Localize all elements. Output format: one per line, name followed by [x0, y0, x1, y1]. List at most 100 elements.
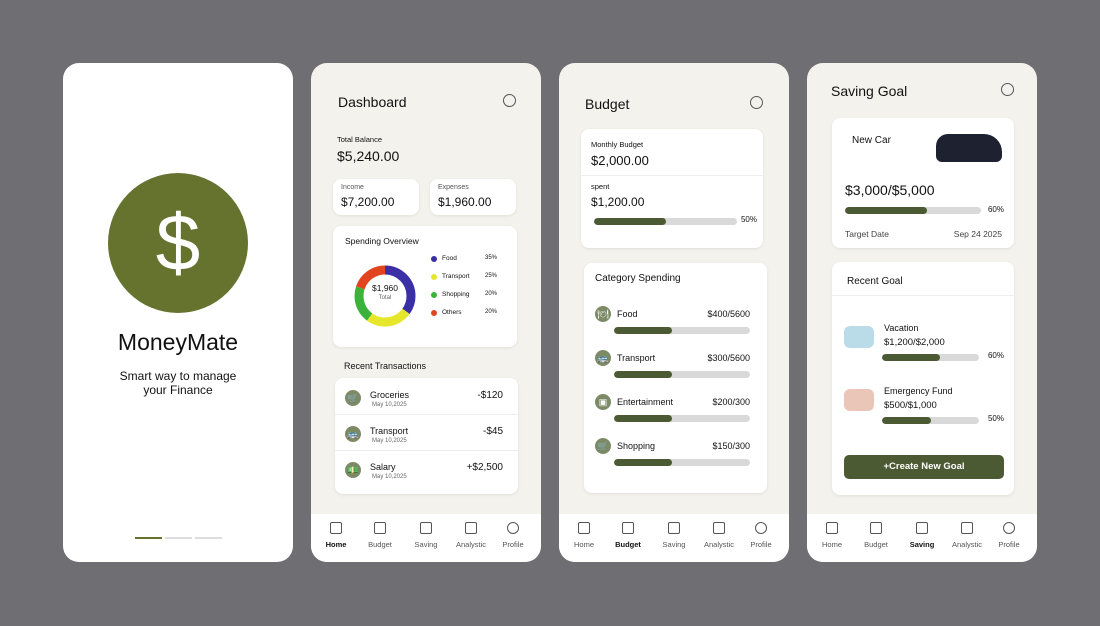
legend-value: 20% [485, 291, 498, 297]
amount: $7,200.00 [341, 195, 395, 209]
progress-track [882, 354, 979, 361]
progress-fill [614, 415, 673, 422]
nav-icon[interactable] [713, 522, 725, 534]
legend-label: Transport [442, 273, 470, 280]
legend-label: Food [442, 255, 457, 262]
nav-icon[interactable] [870, 522, 882, 534]
progress-label: 50% [740, 215, 757, 224]
create-goal-button[interactable]: +Create New Goal [844, 455, 1004, 479]
label: Target Date [845, 229, 889, 239]
profile-icon[interactable] [1001, 83, 1014, 96]
splash-screen: $ MoneyMate Smart way to manage your Fin… [63, 63, 293, 562]
donut-segment [354, 265, 416, 327]
nav-label[interactable]: Home [573, 540, 594, 549]
card-title: Spending Overview [345, 236, 419, 246]
divider [335, 414, 518, 415]
goal-amount: $1,200/$2,000 [884, 337, 945, 348]
category-amount: $200/300 [712, 397, 750, 407]
amount: $5,240.00 [337, 148, 400, 164]
donut-amount: $1,960 [372, 283, 398, 293]
goal-image [844, 326, 874, 348]
divider [581, 175, 763, 176]
legend-dot [431, 292, 437, 298]
nav-label[interactable]: Budget [368, 540, 392, 549]
nav-icon[interactable] [374, 522, 386, 534]
nav-icon[interactable] [578, 522, 590, 534]
nav-label[interactable]: Saving [414, 540, 438, 549]
progress-label: 60% [987, 205, 1004, 214]
transactions-card: 🛒 Groceries May 10,2025 -$120 🚌 Transport May … [335, 378, 518, 494]
transaction-date: May 10,2025 [372, 474, 407, 480]
stat-card: Income $7,200.00 [333, 179, 419, 215]
nav-icon[interactable] [916, 522, 928, 534]
spending-card: Spending Overview Food 35% Transport 25% Shop… [333, 226, 517, 347]
transaction-amount: -$120 [477, 390, 503, 401]
profile-icon[interactable] [503, 94, 516, 107]
pager-dot [195, 537, 222, 539]
label: spent [591, 182, 610, 191]
transaction-icon: 🛒 [345, 390, 361, 406]
nav-icon[interactable] [668, 522, 680, 534]
nav-label[interactable]: Home [325, 540, 347, 549]
nav-label[interactable]: Profile [998, 540, 1020, 549]
progress-label: 50% [987, 414, 1004, 423]
nav-icon[interactable] [465, 522, 477, 534]
goal-name: New Car [852, 135, 891, 146]
bottom-nav: Home Budget Saving Analystic Profile [807, 514, 1037, 562]
progress-fill [614, 459, 673, 466]
nav-icon[interactable] [755, 522, 767, 534]
goal-name: Vacation [884, 323, 919, 333]
nav-icon[interactable] [622, 522, 634, 534]
progress-fill [845, 207, 927, 214]
app-logo: $ [108, 173, 248, 313]
tagline: Smart way to manage your Finance [119, 369, 237, 397]
nav-label[interactable]: Analystic [455, 540, 486, 549]
nav-label[interactable]: Saving [909, 540, 935, 549]
category-icon: ▣ [595, 394, 611, 410]
amount: $1,960.00 [438, 195, 492, 209]
transaction-date: May 10,2025 [372, 438, 407, 444]
donut-label: Total [378, 295, 392, 301]
nav-label[interactable]: Profile [502, 540, 524, 549]
screen-title: Budget [585, 96, 630, 112]
nav-label[interactable]: Analystic [951, 540, 982, 549]
nav-label[interactable]: Analystic [703, 540, 734, 549]
amount: $2,000.00 [591, 153, 649, 168]
category-name: Food [617, 309, 638, 319]
legend-value: 25% [485, 273, 498, 279]
goal-name: Emergency Fund [884, 386, 953, 396]
nav-icon[interactable] [507, 522, 519, 534]
progress-track [614, 459, 750, 466]
nav-icon[interactable] [330, 522, 342, 534]
pager-dot [165, 537, 192, 539]
nav-label[interactable]: Budget [864, 540, 888, 549]
budget-card: Monthly Budget $2,000.00 spent $1,200.00 50% [581, 129, 763, 248]
nav-label[interactable]: Budget [615, 540, 641, 549]
date: Sep 24 2025 [953, 229, 1002, 239]
bottom-nav: Home Budget Saving Analystic Profile [559, 514, 789, 562]
stat-card: Expenses $1,960.00 [430, 179, 516, 215]
category-icon: 🍽 [595, 306, 611, 322]
amount: $1,200.00 [591, 195, 645, 209]
donut-segment [354, 265, 416, 327]
nav-label[interactable]: Saving [662, 540, 686, 549]
profile-icon[interactable] [750, 96, 763, 109]
nav-icon[interactable] [826, 522, 838, 534]
card-title: Recent Goal [847, 276, 903, 287]
nav-label[interactable]: Home [821, 540, 842, 549]
category-amount: $400/5600 [707, 309, 750, 319]
goal-amount: $500/$1,000 [884, 400, 937, 411]
nav-label[interactable]: Profile [750, 540, 772, 549]
category-amount: $300/5600 [707, 353, 750, 363]
transaction-icon: 🚌 [345, 426, 361, 442]
transaction-amount: +$2,500 [466, 462, 503, 473]
nav-icon[interactable] [961, 522, 973, 534]
screen-title: Saving Goal [831, 83, 908, 99]
pager-dot [135, 537, 162, 539]
nav-icon[interactable] [1003, 522, 1015, 534]
progress-fill [882, 417, 931, 424]
saving-screen: Saving Goal New Car $3,000/$5,000 60% Target… [807, 63, 1037, 562]
nav-icon[interactable] [420, 522, 432, 534]
transaction-name: Groceries [370, 390, 410, 400]
transaction-icon: 💵 [345, 462, 361, 478]
